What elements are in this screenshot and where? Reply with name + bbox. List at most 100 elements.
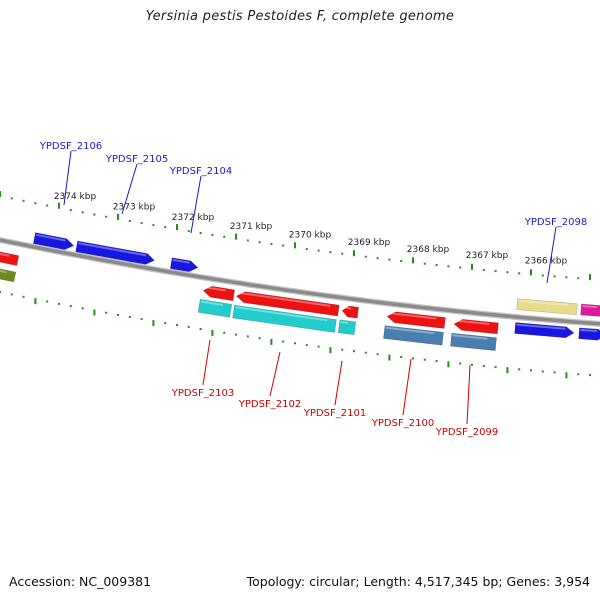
- feature-forward-inner-1-body: [514, 322, 575, 339]
- outer-tick: [187, 230, 190, 233]
- gene-label-ypdsf-2106: YPDSF_2106: [39, 141, 102, 152]
- feature-red-2-body: [235, 291, 340, 317]
- feature-left-edge-olive: [0, 267, 17, 283]
- feature-ypdsf-2101: [337, 319, 357, 336]
- outer-tick: [447, 265, 450, 268]
- outer-tick: [235, 233, 237, 240]
- inner-tick: [22, 295, 25, 298]
- inner-tick: [34, 298, 37, 305]
- inner-tick: [270, 338, 273, 345]
- feature-red-5-highlight: [455, 319, 490, 326]
- inner-tick: [81, 307, 84, 310]
- inner-tick: [530, 369, 532, 372]
- inner-tick-track: [0, 291, 591, 379]
- inner-tick: [494, 366, 497, 369]
- outer-tick: [140, 222, 143, 225]
- feature-ypdsf-2100: [383, 325, 444, 346]
- leader-line-forward: [63, 150, 72, 206]
- gene-features: [0, 232, 600, 351]
- gene-label-ypdsf-2104: YPDSF_2104: [169, 166, 232, 177]
- outer-tick: [577, 277, 580, 280]
- feature-red-5: [453, 319, 499, 335]
- outer-tick: [258, 241, 261, 244]
- inner-tick: [376, 353, 379, 356]
- scale-label-4: 2371 kbp: [230, 222, 273, 232]
- feature-forward-inner-1: [514, 322, 575, 339]
- outer-tick: [494, 270, 497, 273]
- scale-label-2: 2373 kbp: [113, 203, 156, 213]
- outer-tick: [317, 249, 320, 252]
- outer-tick: [199, 232, 202, 234]
- gene-label-ypdsf-2098: YPDSF_2098: [524, 217, 587, 228]
- inner-tick: [400, 356, 403, 358]
- leader-line-reverse: [269, 351, 281, 397]
- feature-ypdsf-2101-highlight: [340, 320, 349, 324]
- outer-tick-track: [0, 191, 591, 281]
- inner-tick: [0, 291, 1, 293]
- outer-tick: [553, 275, 556, 278]
- outer-tick: [364, 255, 367, 258]
- feature-ypdsf-2104-highlight: [172, 258, 190, 264]
- outer-tick: [305, 248, 308, 250]
- gene-label-ypdsf-2103: YPDSF_2103: [171, 388, 234, 399]
- outer-tick: [459, 266, 462, 269]
- feature-ypdsf-2099-highlight: [452, 334, 488, 340]
- feature-ypdsf-2106: [32, 232, 75, 250]
- feature-red-3-body: [341, 305, 359, 319]
- leader-line-reverse: [466, 364, 471, 425]
- inner-tick: [412, 357, 414, 360]
- outer-tick: [211, 233, 214, 236]
- inner-tick: [553, 371, 556, 374]
- outer-tick: [81, 211, 84, 214]
- feature-ypdsf-2098: [516, 298, 578, 316]
- outer-tick: [105, 215, 108, 218]
- inner-tick: [282, 340, 285, 343]
- feature-red-3-highlight: [343, 306, 352, 310]
- feature-ypdsf-2104-body: [169, 257, 199, 273]
- inner-tick: [435, 360, 438, 362]
- inner-tick: [69, 305, 72, 308]
- outer-tick: [435, 264, 438, 266]
- outer-tick: [128, 220, 131, 222]
- feature-ypdsf-2098-body: [516, 298, 578, 316]
- inner-tick: [506, 367, 509, 374]
- feature-next-forward: [580, 303, 600, 318]
- feature-red-1-highlight: [204, 286, 226, 292]
- backbone-line: [0, 238, 600, 326]
- feature-left-edge-olive-body: [0, 267, 17, 283]
- outer-tick: [246, 239, 249, 242]
- inner-tick: [317, 345, 320, 348]
- gene-label-ypdsf-2101: YPDSF_2101: [303, 408, 366, 419]
- outer-tick: [471, 263, 473, 270]
- outer-tick: [34, 202, 37, 205]
- inner-tick: [423, 358, 426, 361]
- outer-tick: [400, 260, 403, 262]
- feature-red-2-highlight: [237, 291, 331, 307]
- feature-red-2: [235, 291, 340, 317]
- outer-tick: [176, 224, 178, 231]
- inner-tick: [223, 331, 226, 334]
- feature-forward-inner-2: [578, 327, 600, 341]
- feature-red-4-body: [386, 311, 446, 329]
- feature-ypdsf-2102-highlight: [235, 306, 328, 322]
- inner-tick: [199, 328, 202, 330]
- feature-ypdsf-2100-highlight: [385, 326, 435, 335]
- feature-ypdsf-2100-body: [383, 325, 444, 346]
- accession-label: Accession: NC_009381: [9, 574, 152, 589]
- leader-line-forward: [121, 163, 138, 215]
- outer-tick: [482, 268, 485, 271]
- leader-line-reverse: [402, 358, 412, 416]
- feature-ypdsf-2106-body: [32, 232, 75, 250]
- inner-tick: [152, 320, 155, 327]
- feature-ypdsf-2105-highlight: [78, 242, 147, 257]
- outer-tick: [506, 271, 509, 274]
- inner-tick: [93, 309, 96, 316]
- map-title: Yersinia pestis Pestoides F, complete ge…: [145, 9, 455, 24]
- outer-tick: [376, 257, 379, 260]
- feature-red-4-highlight: [388, 312, 437, 320]
- feature-ypdsf-2099-body: [450, 332, 497, 351]
- inner-tick: [364, 351, 367, 354]
- inner-tick: [459, 362, 462, 365]
- outer-tick: [518, 272, 521, 275]
